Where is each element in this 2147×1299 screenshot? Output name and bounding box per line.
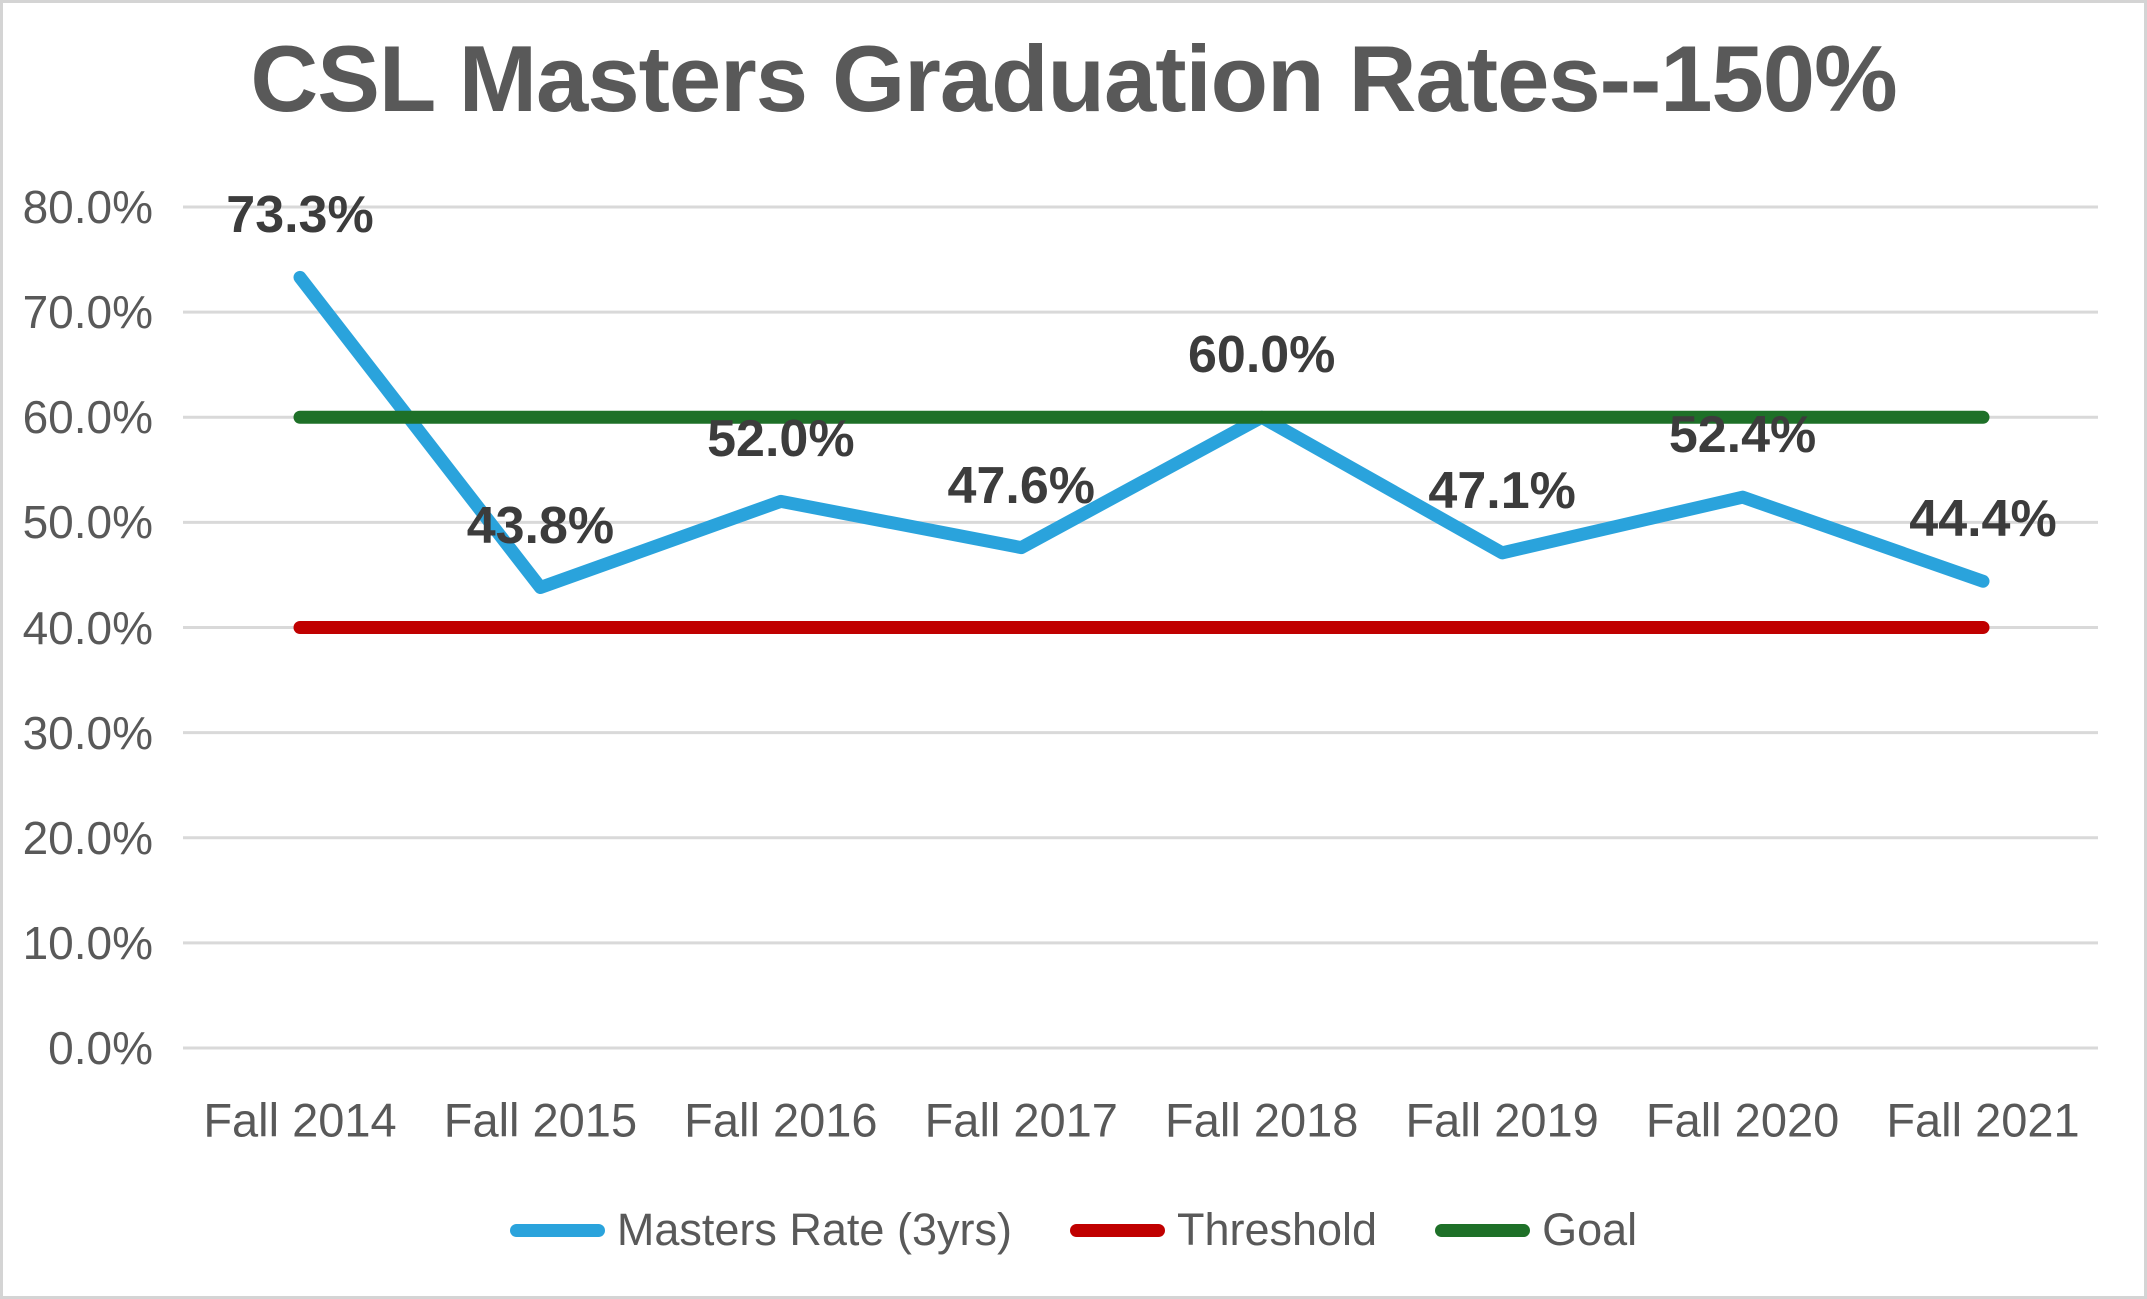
x-axis-tick-label: Fall 2015 — [443, 1093, 638, 1147]
data-label: 73.3% — [226, 186, 374, 245]
legend-swatch-icon — [1435, 1223, 1531, 1237]
y-axis-tick-label: 70.0% — [22, 286, 153, 339]
y-axis-tick-label: 0.0% — [48, 1022, 153, 1074]
x-axis-tick-label: Fall 2014 — [203, 1093, 397, 1147]
plot-area-svg — [183, 205, 2098, 1050]
y-axis-tick-label: 50.0% — [22, 496, 153, 549]
data-label: 44.4% — [1909, 490, 2057, 549]
x-axis-tick-label: Fall 2021 — [1886, 1093, 2080, 1147]
y-axis-tick-label: 80.0% — [22, 181, 153, 233]
legend-label: Threshold — [1176, 1204, 1378, 1255]
y-axis-tick-label: 10.0% — [22, 916, 153, 969]
legend-item-2: Goal — [1435, 1204, 1637, 1256]
data-label: 52.4% — [1668, 406, 1817, 465]
x-axis-tick-label: Fall 2016 — [684, 1093, 878, 1147]
chart-legend: Masters Rate (3yrs) Threshold Goal — [3, 1195, 2144, 1265]
x-axis-tick-label: Fall 2020 — [1645, 1093, 1840, 1147]
legend-label: Goal — [1542, 1204, 1638, 1255]
x-axis-tick-label: Fall 2017 — [924, 1093, 1118, 1147]
legend-swatch-icon — [509, 1223, 605, 1237]
data-label: 43.8% — [466, 496, 615, 555]
data-label: 60.0% — [1187, 326, 1336, 385]
series-line-0 — [293, 270, 1990, 595]
legend-item-1: Threshold — [1069, 1204, 1378, 1256]
data-label: 47.6% — [947, 456, 1096, 515]
legend-item-0: Masters Rate (3yrs) — [509, 1204, 1012, 1256]
data-label: 47.1% — [1428, 461, 1576, 520]
x-axis-tick-label: Fall 2019 — [1405, 1093, 1599, 1147]
x-axis-tick-label: Fall 2018 — [1165, 1093, 1359, 1147]
y-axis-tick-label: 20.0% — [22, 811, 153, 864]
y-axis-tick-label: 40.0% — [22, 601, 153, 654]
y-axis-tick-label: 30.0% — [22, 706, 153, 759]
legend-label: Masters Rate (3yrs) — [616, 1204, 1012, 1255]
y-axis-tick-label: 60.0% — [22, 391, 153, 444]
legend-swatch-icon — [1069, 1223, 1165, 1237]
data-label: 52.0% — [707, 410, 855, 469]
chart-title: CSL Masters Graduation Rates--150% — [250, 26, 1897, 131]
